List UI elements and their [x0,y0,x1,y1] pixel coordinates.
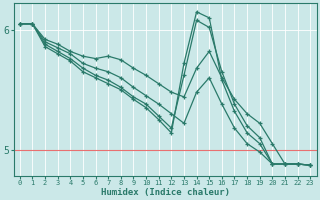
X-axis label: Humidex (Indice chaleur): Humidex (Indice chaleur) [100,188,229,197]
